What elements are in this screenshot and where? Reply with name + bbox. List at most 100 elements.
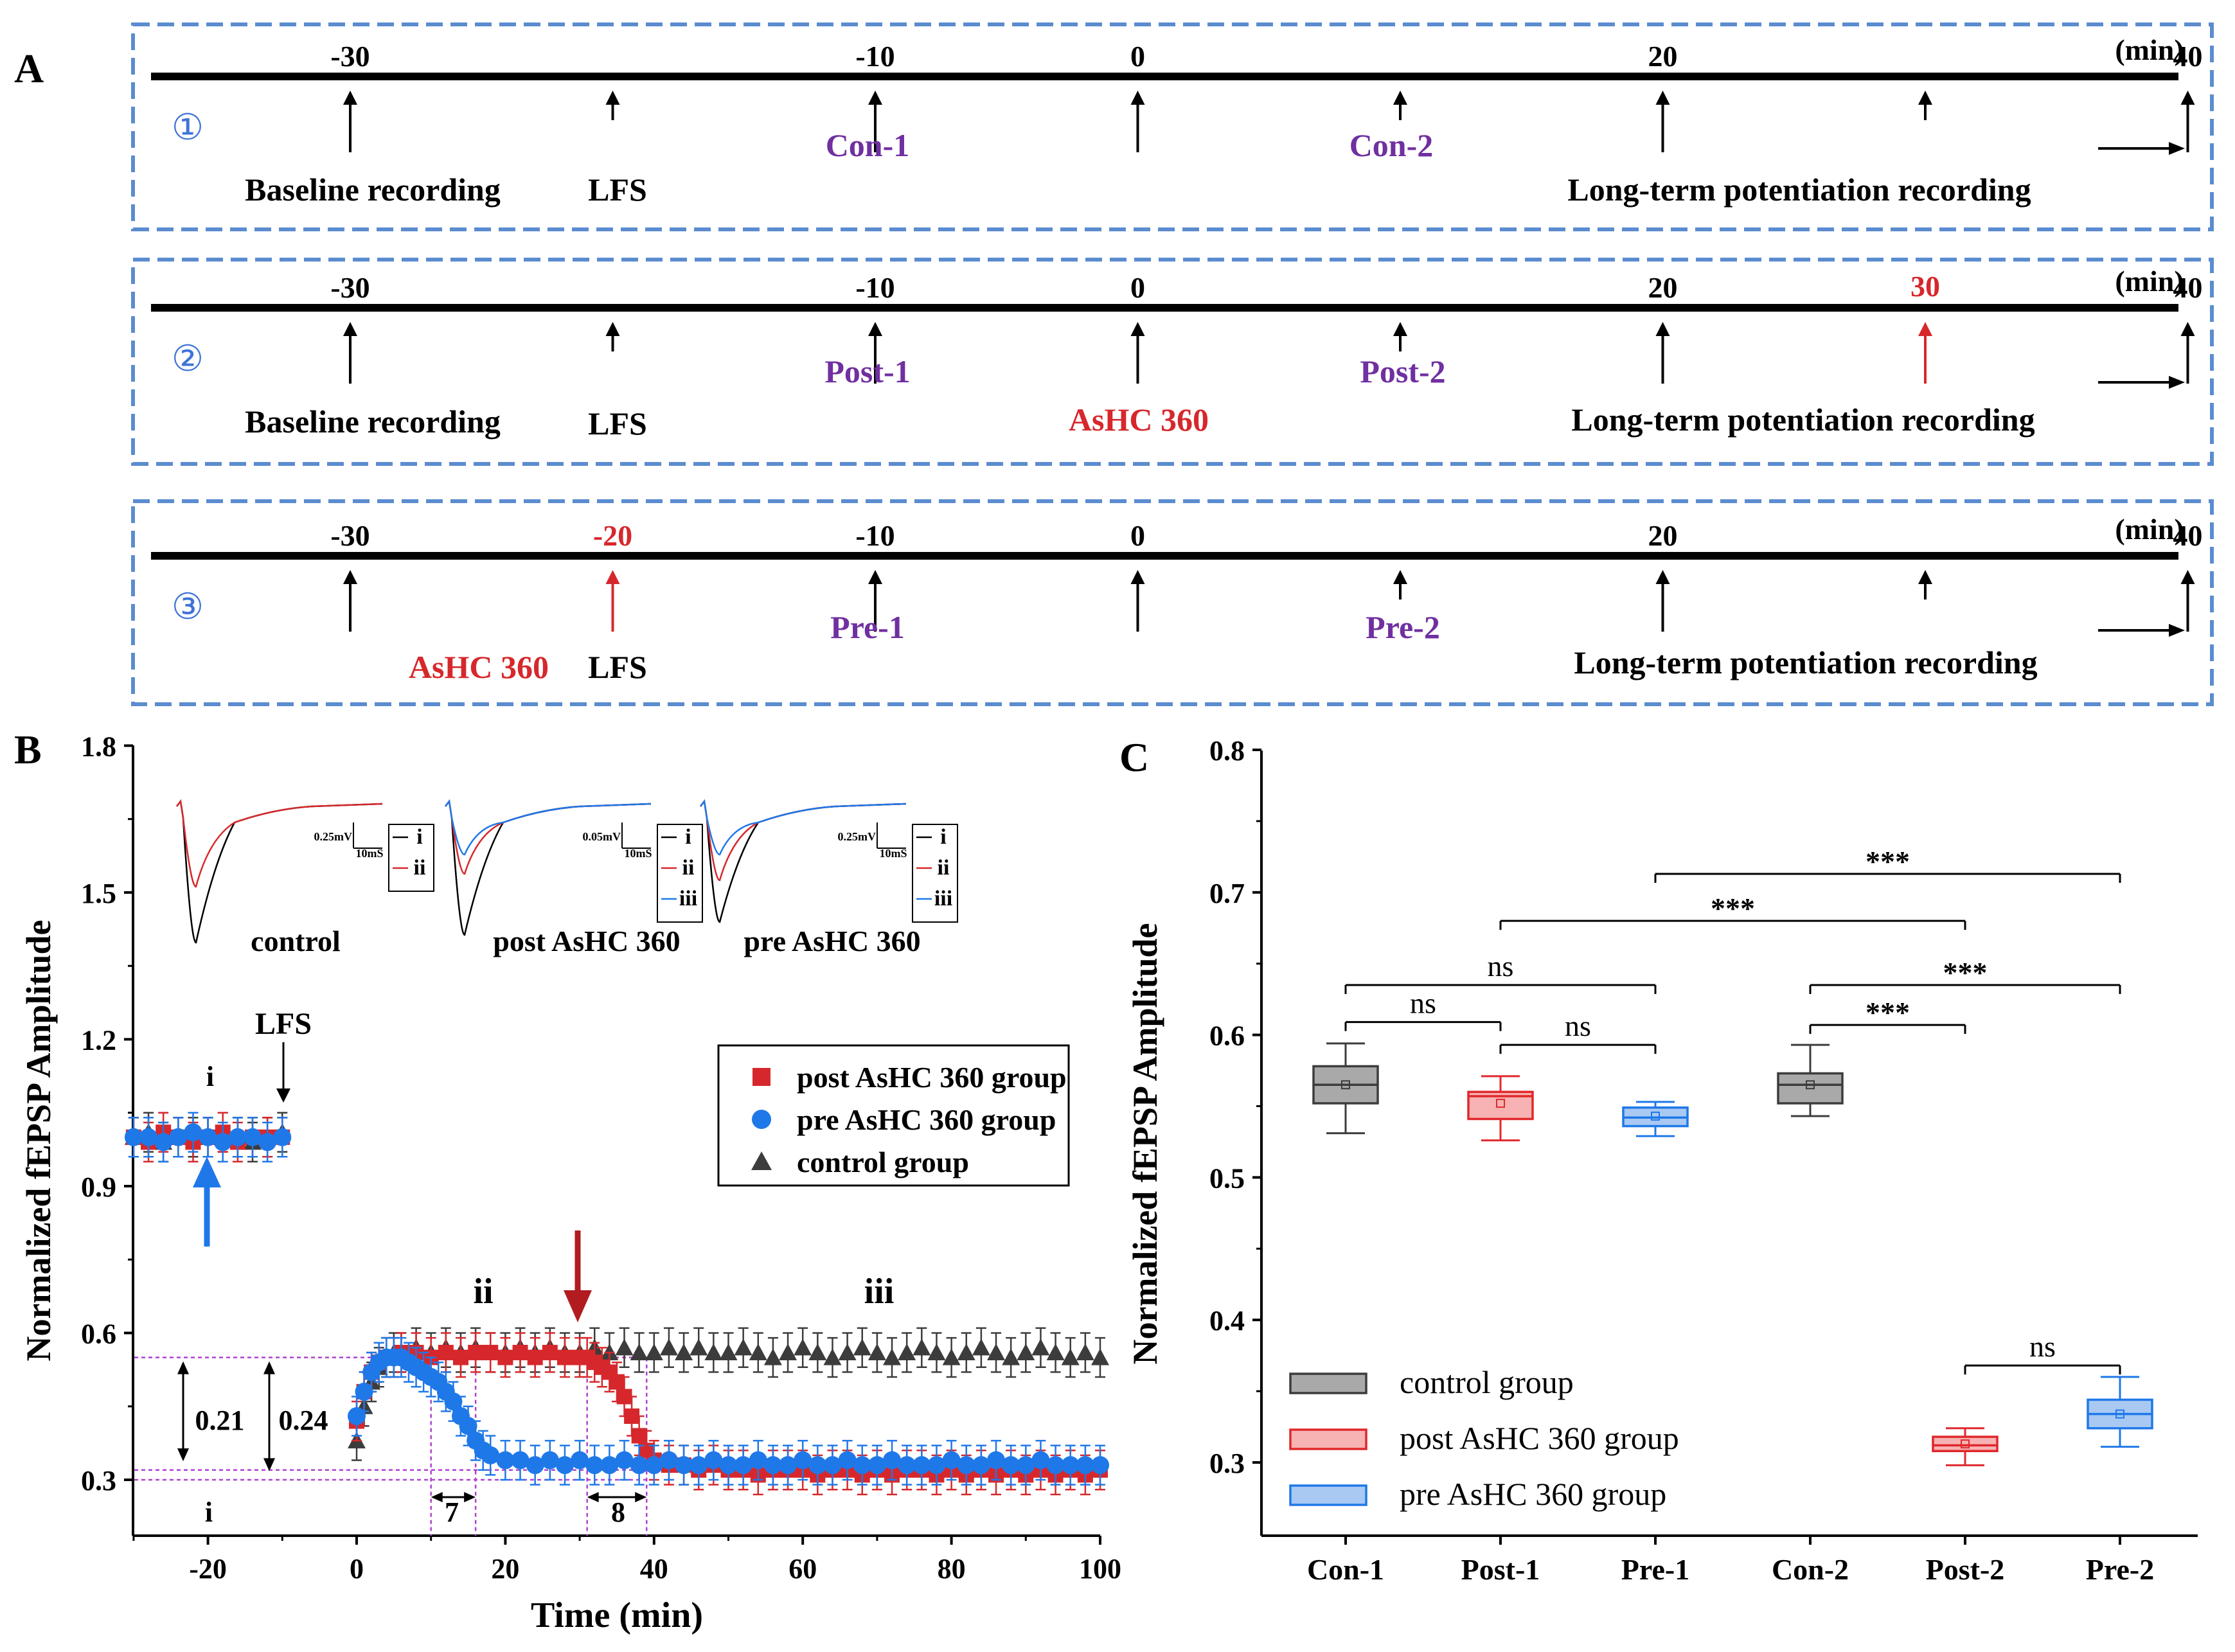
chart-b-point-circle (704, 1451, 723, 1470)
chart-b-point-circle (630, 1456, 648, 1475)
timeline-highlight-label: 30 (1910, 270, 1940, 303)
timeline-arrow-minor (1393, 570, 1407, 600)
chart-b-y-tick-label: 0.9 (81, 1171, 116, 1203)
timeline-arrow-drug (1918, 322, 1932, 384)
chart-b-point-triangle (927, 1343, 946, 1360)
timeline-event-label: Con-2 (1349, 127, 1434, 163)
chart-b-inset-legend-label: i (416, 825, 422, 849)
chart-b-gap-arrow-024 (263, 1361, 275, 1471)
chart-c-x-tick-label: Pre-1 (1621, 1553, 1689, 1586)
chart-b-annotation-bottom-i: i (205, 1497, 213, 1528)
chart-b-inset-trace (700, 799, 907, 923)
chart-b-point-circle (600, 1456, 619, 1475)
timeline-arrow-major-head (2180, 570, 2195, 584)
chart-b-point-square (624, 1408, 640, 1424)
timeline-arrow-major-head (868, 322, 882, 336)
timeline-unit-label: (min) (2115, 265, 2184, 298)
chart-b-point-circle (244, 1128, 262, 1146)
chart-b-point-triangle (808, 1343, 827, 1360)
chart-b-inset-scale-ms: 10mS (879, 847, 907, 860)
timeline-event-label: Baseline recording (245, 404, 501, 440)
chart-c-y-tick-label: 0.6 (1209, 1020, 1245, 1052)
chart-b-point-triangle (1002, 1348, 1020, 1365)
timeline-arrow-minor (1918, 91, 1932, 120)
chart-b-delay-arrow-8-head-right (635, 1492, 647, 1502)
chart-c-y-tick-label: 0.7 (1209, 878, 1245, 909)
timeline-event-label: Long-term potentiation recording (1574, 644, 2037, 680)
chart-b-point-circle (1031, 1451, 1050, 1470)
chart-b-delay-arrow-7-head-right (464, 1492, 476, 1502)
timeline-arrow-minor-head (1393, 570, 1407, 584)
chart-b-inset-legend-label: iii (679, 887, 697, 910)
chart-b-blue-arrow (193, 1157, 221, 1247)
timeline-frame (131, 258, 2214, 466)
panel-label-c: C (1119, 734, 1149, 780)
timeline-tick-label: 0 (1130, 519, 1145, 552)
chart-b-point-square (527, 1349, 543, 1365)
chart-c-significance-bracket: ns (1964, 1330, 2121, 1375)
chart-b-point-circle (124, 1128, 143, 1146)
chart-b-point-triangle (779, 1343, 797, 1360)
chart-b-inset-legend-label: ii (682, 856, 695, 880)
chart-c-significance-label: *** (1865, 845, 1910, 878)
chart-c-mean-marker (1496, 1099, 1505, 1108)
timeline-arrow-major (1130, 91, 1145, 152)
chart-b-x-tick-label: 80 (938, 1553, 966, 1585)
chart-b-x-tick-label: -20 (189, 1553, 227, 1585)
timeline-arrow-major (343, 570, 357, 632)
timeline-arrow-major (2180, 322, 2195, 384)
timeline-arrow-right-head (2169, 376, 2185, 389)
chart-b-point-circle (675, 1456, 693, 1475)
chart-b-inset-trace (176, 799, 383, 944)
chart-c-x-tick-label: Pre-2 (2086, 1553, 2154, 1586)
timeline-frame (131, 22, 2214, 231)
timeline-arrow-major (1655, 91, 1670, 152)
chart-c-x-tick-label: Post-1 (1461, 1553, 1540, 1586)
panel-label-b: B (14, 727, 42, 772)
chart-b-point-circle (868, 1456, 886, 1475)
chart-c-mean-marker (1651, 1112, 1660, 1121)
chart-b-point-triangle (690, 1338, 708, 1356)
chart-b-point-circle (555, 1456, 574, 1475)
chart-b-point-square (609, 1374, 625, 1390)
chart-b-delay-label-8: 8 (611, 1497, 625, 1528)
timeline-arrow-major-head (868, 91, 882, 105)
chart-c-significance-label: *** (1943, 956, 1988, 989)
chart-b-legend-frame (717, 1044, 1070, 1187)
chart-b-point-circle (496, 1451, 515, 1470)
chart-b-point-circle (444, 1392, 463, 1411)
chart-b-point-circle (779, 1456, 797, 1475)
timeline-frame (131, 499, 2214, 706)
chart-b-point-triangle (868, 1343, 886, 1360)
chart-b-inset-caption: post AsHC 360 (493, 925, 680, 957)
timeline-arrow-major (868, 570, 882, 632)
chart-b-inset-legend-label: i (685, 825, 691, 849)
chart-b-point-circle (659, 1451, 678, 1470)
timeline-arrow-major-head (2180, 91, 2195, 105)
chart-b-point-triangle (1017, 1343, 1035, 1360)
chart-b-gap-arrow-021-head-top (177, 1361, 189, 1374)
timeline-event-label: Pre-2 (1366, 609, 1440, 645)
chart-c-y-tick-label: 0.8 (1209, 735, 1245, 767)
chart-b-lfs-arrow (276, 1042, 290, 1103)
chart-b-point-circle (540, 1451, 559, 1470)
chart-c-significance-label: *** (1711, 892, 1755, 925)
chart-b-point-square (557, 1349, 573, 1365)
chart-b-point-triangle (615, 1338, 634, 1356)
chart-b-point-circle (972, 1456, 990, 1475)
chart-b-point-triangle (987, 1343, 1006, 1360)
timeline-event-label: Post-1 (824, 353, 910, 389)
chart-b-gap-label-021: 0.21 (195, 1405, 245, 1436)
timeline-event-label: Post-2 (1360, 353, 1445, 389)
timeline-event-label: AsHC 360 (1069, 402, 1209, 438)
chart-b-x-tick-label: 40 (640, 1553, 668, 1585)
chart-b-point-circle (749, 1451, 767, 1470)
chart-b-y-tick-label: 1.5 (81, 878, 116, 909)
chart-b-point-circle (1076, 1456, 1094, 1475)
timeline-tick-label: 40 (2173, 271, 2203, 304)
chart-b-annotation-ii: ii (473, 1272, 493, 1311)
chart-b-blue-arrow-head (193, 1157, 221, 1187)
chart-b-inset-caption: pre AsHC 360 (744, 925, 920, 957)
